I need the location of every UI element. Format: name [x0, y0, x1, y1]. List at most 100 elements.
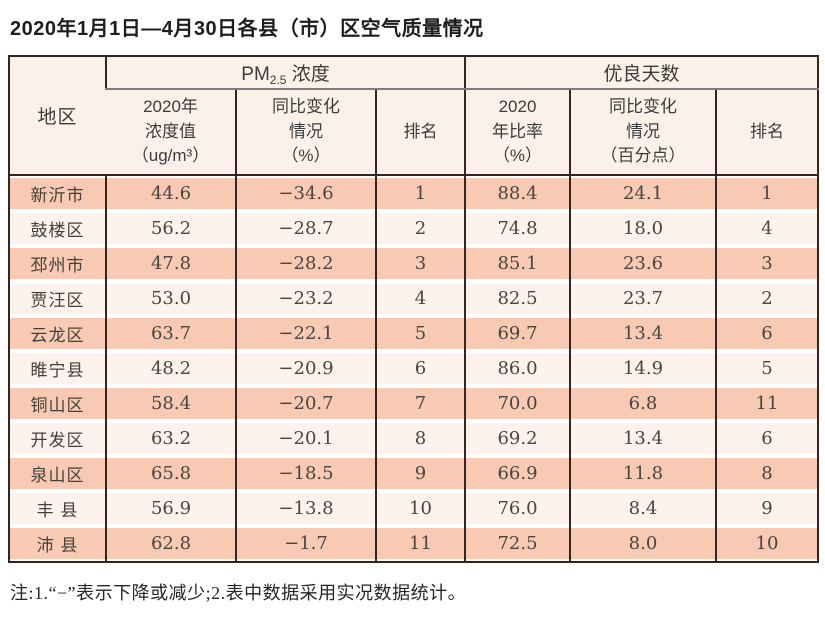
region-cell: 开发区	[9, 421, 106, 456]
value-cell: −28.2	[235, 246, 376, 281]
table-row: 云龙区 63.7 −22.1 5 69.7 13.4 6	[9, 316, 819, 351]
column-header-pm-rank: 排名	[375, 89, 465, 175]
column-header-pm-change: 同比变化 情况 （%）	[235, 89, 376, 175]
table-row: 鼓楼区 56.2 −28.7 2 74.8 18.0 4	[9, 211, 819, 246]
region-cell: 贾汪区	[9, 281, 106, 316]
value-cell: 7	[375, 386, 465, 421]
column-group-good-days: 优良天数	[463, 56, 819, 90]
value-cell: 88.4	[464, 175, 570, 211]
value-cell: 6	[714, 316, 819, 351]
column-header-good-rank: 排名	[714, 89, 819, 175]
value-cell: 9	[375, 456, 465, 491]
value-cell: 23.6	[569, 246, 716, 281]
value-cell: −13.8	[235, 491, 376, 526]
value-cell: 10	[714, 526, 819, 562]
value-cell: −34.6	[235, 175, 376, 211]
region-cell: 云龙区	[9, 316, 106, 351]
value-cell: 86.0	[464, 351, 570, 386]
value-cell: 10	[375, 491, 465, 526]
value-cell: 5	[375, 316, 465, 351]
value-cell: 47.8	[105, 246, 236, 281]
region-cell: 铜山区	[9, 386, 106, 421]
pm25-label-subscript: 2.5	[269, 72, 287, 87]
table-row: 新沂市 44.6 −34.6 1 88.4 24.1 1	[9, 175, 819, 211]
value-cell: −22.1	[235, 316, 376, 351]
value-cell: 74.8	[464, 211, 570, 246]
value-cell: 6	[375, 351, 465, 386]
value-cell: 63.2	[105, 421, 236, 456]
value-cell: 1	[375, 175, 465, 211]
table-row: 铜山区 58.4 −20.7 7 70.0 6.8 11	[9, 386, 819, 421]
value-cell: 2	[375, 211, 465, 246]
value-cell: 53.0	[105, 281, 236, 316]
value-cell: 8	[375, 421, 465, 456]
table-row: 开发区 63.2 −20.1 8 69.2 13.4 6	[9, 421, 819, 456]
column-header-good-ratio: 2020 年比率 （%）	[464, 89, 570, 175]
table-row: 丰 县 56.9 −13.8 10 76.0 8.4 9	[9, 491, 819, 526]
value-cell: 8	[714, 456, 819, 491]
table-row: 泉山区 65.8 −18.5 9 66.9 11.8 8	[9, 456, 819, 491]
value-cell: 69.2	[464, 421, 570, 456]
value-cell: 72.5	[464, 526, 570, 562]
value-cell: 82.5	[464, 281, 570, 316]
footnote: 注:1.“−”表示下降或减少;2.表中数据采用实况数据统计。	[10, 583, 467, 603]
value-cell: −1.7	[235, 526, 376, 562]
region-cell: 睢宁县	[9, 351, 106, 386]
region-cell: 泉山区	[9, 456, 106, 491]
region-cell: 沛 县	[9, 526, 106, 562]
value-cell: −20.1	[235, 421, 376, 456]
value-cell: 69.7	[464, 316, 570, 351]
value-cell: −18.5	[235, 456, 376, 491]
value-cell: 11.8	[569, 456, 716, 491]
value-cell: 58.4	[105, 386, 236, 421]
value-cell: 85.1	[464, 246, 570, 281]
value-cell: 23.7	[569, 281, 716, 316]
value-cell: 4	[714, 211, 819, 246]
page-title: 2020年1月1日—4月30日各县（市）区空气质量情况	[10, 18, 484, 40]
value-cell: −23.2	[235, 281, 376, 316]
value-cell: 24.1	[569, 175, 716, 211]
value-cell: 11	[375, 526, 465, 562]
region-cell: 邳州市	[9, 246, 106, 281]
value-cell: 8.0	[569, 526, 716, 562]
value-cell: 56.2	[105, 211, 236, 246]
pm25-label-prefix: PM	[241, 63, 270, 85]
value-cell: 2	[714, 281, 819, 316]
column-group-pm25: PM2.5 浓度	[105, 56, 465, 90]
column-header-pm-value: 2020年 浓度值 （ug/m³）	[106, 89, 236, 175]
value-cell: 62.8	[105, 526, 236, 562]
value-cell: 6.8	[569, 386, 716, 421]
region-cell: 鼓楼区	[9, 211, 106, 246]
value-cell: 63.7	[105, 316, 236, 351]
table-header: 地区 PM2.5 浓度 优良天数 2020年 浓度值 （ug/m³） 同比变化 …	[9, 56, 819, 175]
pm25-label-suffix: 浓度	[286, 63, 330, 85]
value-cell: 1	[714, 175, 819, 211]
column-header-good-change: 同比变化 情况 （百分点）	[569, 89, 716, 175]
value-cell: 56.9	[105, 491, 236, 526]
value-cell: 66.9	[464, 456, 570, 491]
table-body: 新沂市 44.6 −34.6 1 88.4 24.1 1 鼓楼区 56.2 −28.7 2 74.8 1…	[9, 175, 819, 562]
value-cell: −20.9	[235, 351, 376, 386]
header-group-row: 地区 PM2.5 浓度 优良天数	[9, 56, 819, 175]
column-header-region: 地区	[9, 56, 106, 175]
value-cell: 3	[714, 246, 819, 281]
table-row: 贾汪区 53.0 −23.2 4 82.5 23.7 2	[9, 281, 819, 316]
value-cell: 13.4	[569, 316, 716, 351]
value-cell: 65.8	[105, 456, 236, 491]
value-cell: −28.7	[235, 211, 376, 246]
table-row: 睢宁县 48.2 −20.9 6 86.0 14.9 5	[9, 351, 819, 386]
value-cell: 76.0	[464, 491, 570, 526]
value-cell: 44.6	[105, 175, 236, 211]
value-cell: 13.4	[569, 421, 716, 456]
value-cell: 14.9	[569, 351, 716, 386]
value-cell: 70.0	[464, 386, 570, 421]
value-cell: 3	[375, 246, 465, 281]
value-cell: 4	[375, 281, 465, 316]
header-sub-row: 2020年 浓度值 （ug/m³） 同比变化 情况 （%） 排名 2020 年比…	[9, 89, 819, 175]
value-cell: 9	[714, 491, 819, 526]
value-cell: 8.4	[569, 491, 716, 526]
value-cell: 48.2	[105, 351, 236, 386]
table-row: 邳州市 47.8 −28.2 3 85.1 23.6 3	[9, 246, 819, 281]
air-quality-table: 地区 PM2.5 浓度 优良天数 2020年 浓度值 （ug/m³） 同比变化 …	[8, 55, 820, 563]
